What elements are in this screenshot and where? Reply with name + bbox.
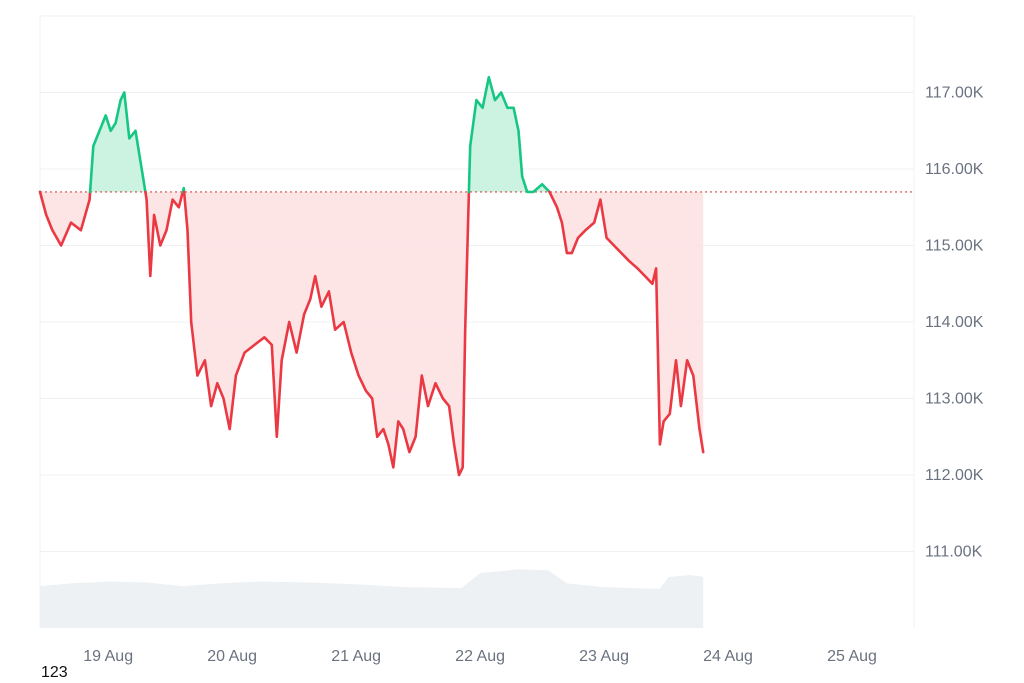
footer-label: 123 [41,664,68,681]
y-tick-label: 114.00K [925,314,984,331]
price-fill-above [468,77,550,192]
x-tick-label: 23 Aug [579,648,629,665]
y-tick-label: 117.00K [925,85,984,102]
price-line-below [182,190,471,477]
price-fill-below [40,191,91,246]
price-line-below [38,190,92,247]
price-line-below [548,190,705,454]
x-tick-label: 20 Aug [207,648,257,665]
price-line-below [144,190,185,278]
price-fill-below [549,191,704,453]
volume-area [40,569,704,628]
price-line-above [88,91,147,194]
x-tick-label: 25 Aug [827,648,877,665]
x-tick-label: 21 Aug [331,648,381,665]
y-tick-label: 115.00K [925,238,984,255]
x-axis: 19 Aug 20 Aug 21 Aug 22 Aug 23 Aug 24 Aug 25 A… [83,648,877,665]
y-tick-label: 111.00K [925,544,983,561]
volume-area-shape [40,569,704,628]
y-tick-label: 113.00K [925,391,984,408]
price-fill-above [90,92,146,192]
y-tick-label: 112.00K [925,467,984,484]
x-tick-label: 24 Aug [703,648,753,665]
price-lines [38,75,914,477]
price-fill-below [184,191,469,475]
x-tick-label: 22 Aug [455,648,505,665]
price-line-above [467,75,551,194]
price-fill [40,77,704,475]
y-axis: 111.00K 112.00K 113.00K 114.00K 115.00K 116.0… [925,85,984,561]
y-tick-label: 116.00K [925,161,984,178]
x-tick-label: 19 Aug [83,648,133,665]
